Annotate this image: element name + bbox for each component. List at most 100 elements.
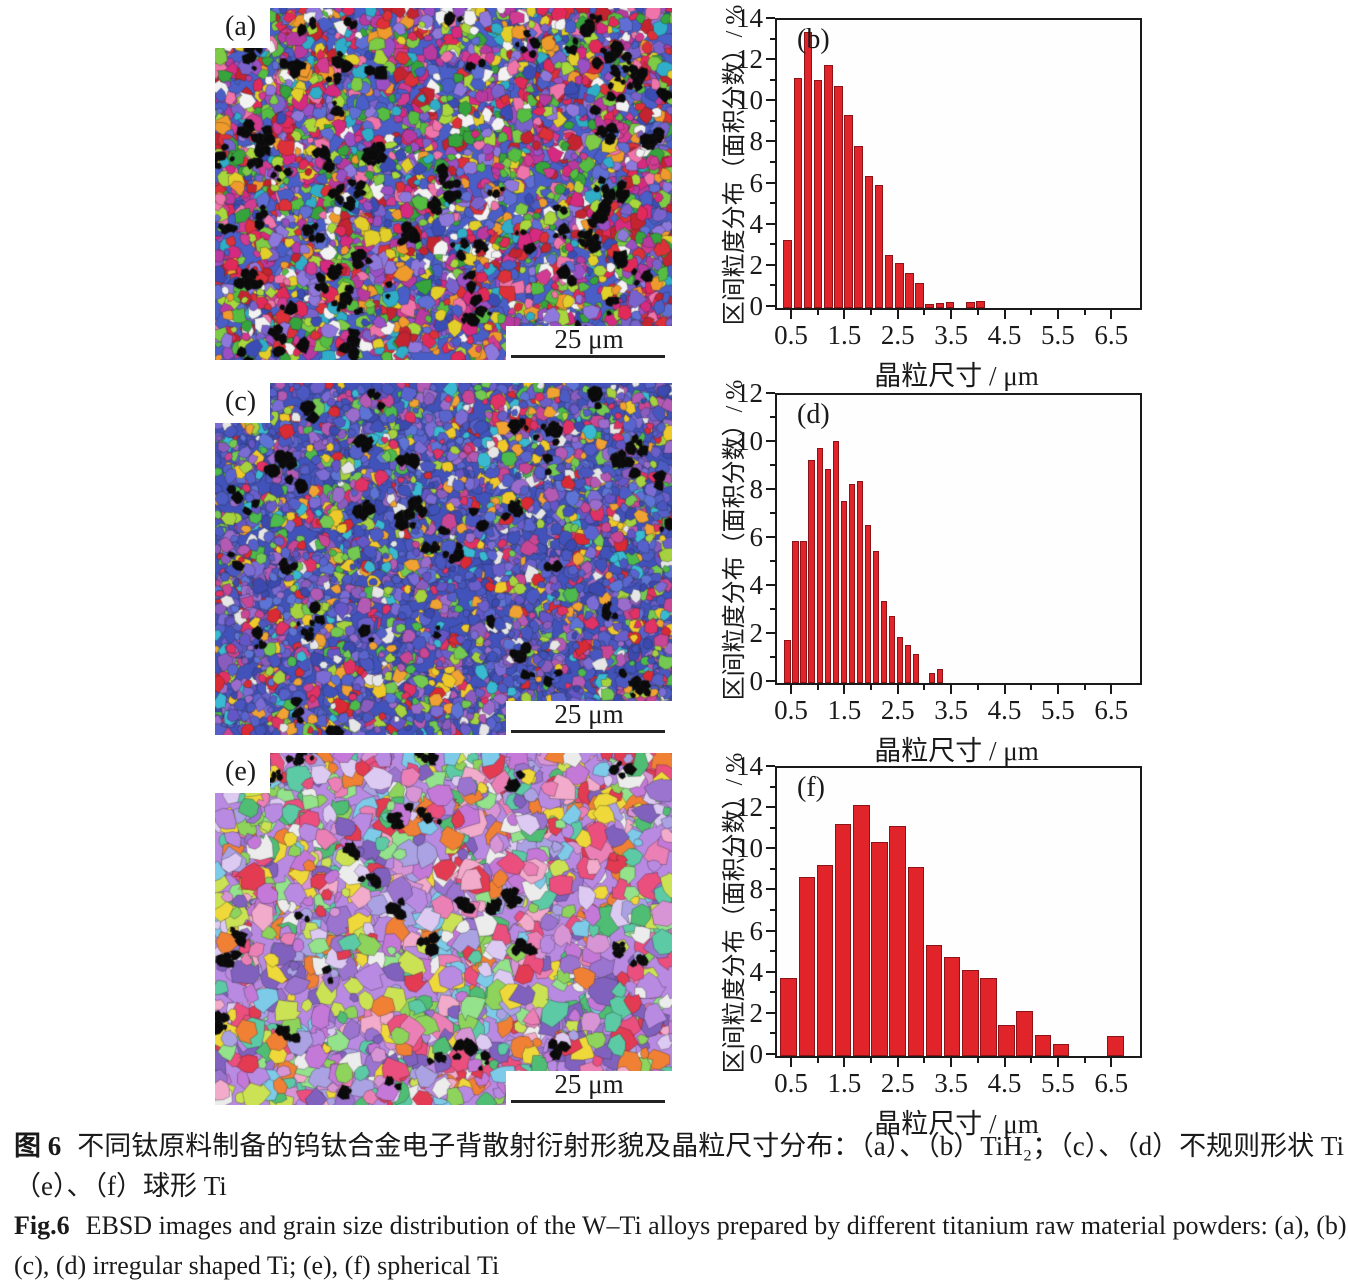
ebsd-image-e: (e) 25 μm — [215, 753, 672, 1105]
x-minor-tick — [1083, 1058, 1086, 1063]
hist-bar — [961, 969, 979, 1056]
x-tick-label: 3.5 — [934, 320, 969, 350]
hist-bar — [848, 483, 855, 683]
hist-bar — [904, 644, 911, 683]
y-major-tick — [766, 632, 775, 634]
y-tick-label: 10 — [736, 85, 763, 116]
x-major-tick — [1003, 1058, 1006, 1067]
hist-bar — [864, 524, 871, 683]
x-major-tick — [1110, 685, 1113, 694]
y-major-tick — [766, 263, 775, 266]
y-tick-label: 2 — [749, 618, 764, 648]
caption-en-label: Fig.6 — [14, 1211, 70, 1240]
x-tick-label: 3.5 — [934, 695, 969, 725]
hist-bar — [888, 615, 895, 683]
x-axis-title: 晶粒尺寸 / μm — [874, 1109, 1039, 1139]
histogram-panel-b: (b) 0 2 4 6 8 10 12 14 0.5 1.5 2.5 3.5 4.5 5.5 6.5 晶粒尺寸 … — [700, 0, 1348, 391]
x-major-tick — [1110, 1058, 1113, 1067]
hist-bar — [1107, 1036, 1124, 1056]
y-minor-tick — [770, 867, 775, 870]
x-minor-tick — [1030, 685, 1033, 690]
y-tick-label: 4 — [749, 956, 764, 987]
y-minor-tick — [770, 464, 775, 466]
hist-bar — [925, 944, 943, 1056]
y-minor-tick — [770, 119, 775, 122]
y-major-tick — [766, 99, 775, 102]
x-major-tick — [790, 1058, 792, 1067]
x-minor-tick — [870, 1058, 873, 1063]
y-tick-label: 8 — [749, 126, 764, 157]
hist-bar — [874, 184, 884, 308]
hist-bar — [915, 283, 924, 308]
hist-bar — [1052, 1043, 1070, 1056]
figure-caption: 图 6 不同钛原料制备的钨钛合金电子背散射衍射形貌及晶粒尺寸分布：（a）、（b）T… — [14, 1126, 1348, 1286]
y-axis-title: 区间粒度分布（面积分数）/ % — [722, 379, 748, 701]
x-tick-label: 3.5 — [934, 1068, 969, 1098]
hist-bar — [880, 601, 887, 683]
x-minor-tick — [923, 310, 926, 315]
y-major-tick — [766, 17, 775, 19]
x-tick-label: 5.5 — [1041, 320, 1075, 350]
y-major-tick — [766, 847, 775, 850]
plot-area-b: (b) — [775, 18, 1142, 310]
y-major-tick — [766, 680, 775, 682]
x-major-tick — [1110, 310, 1113, 319]
hist-bar — [894, 262, 904, 308]
plot-area-f: (f) — [775, 766, 1142, 1058]
x-tick-label: 1.5 — [827, 320, 862, 350]
scale-bar-text-a: 25 μm — [554, 324, 624, 354]
caption-en-line1: Fig.6 EBSD images and grain size distribu… — [14, 1206, 1348, 1246]
hist-bar — [780, 977, 798, 1056]
y-tick-label: 2 — [749, 997, 764, 1028]
y-major-tick — [766, 222, 775, 225]
hist-bar — [905, 273, 914, 308]
hist-bar — [864, 176, 874, 308]
y-minor-tick — [770, 416, 775, 418]
x-minor-tick — [976, 310, 979, 315]
caption-en-text1: EBSD images and grain size distribution … — [85, 1211, 1348, 1240]
x-major-tick — [1003, 310, 1006, 319]
scale-bar-text-c: 25 μm — [554, 699, 624, 729]
hist-bar — [872, 551, 879, 683]
scale-bar-text-e: 25 μm — [554, 1069, 624, 1099]
x-major-tick — [843, 685, 846, 694]
y-tick-label: 10 — [736, 833, 763, 864]
hist-bar — [853, 805, 870, 1056]
hist-bar — [976, 300, 985, 308]
x-minor-tick — [870, 685, 873, 690]
panel-label-f: (f) — [797, 772, 825, 803]
x-major-tick — [950, 310, 953, 319]
x-minor-tick — [923, 685, 926, 690]
panel-label-d: (d) — [797, 399, 830, 430]
hist-bar — [784, 639, 791, 683]
x-minor-tick — [816, 310, 819, 315]
hist-bar — [912, 654, 919, 683]
hist-bar — [1016, 1010, 1033, 1056]
y-major-tick — [766, 806, 775, 809]
x-axis-title: 晶粒尺寸 / μm — [874, 736, 1039, 766]
hist-bar — [943, 957, 961, 1056]
y-major-tick — [766, 58, 775, 61]
x-major-tick — [790, 685, 792, 694]
y-tick-label: 6 — [749, 167, 764, 198]
y-tick-label: 12 — [736, 378, 763, 408]
y-tick-label: 14 — [736, 3, 763, 33]
scale-bar-line-c — [511, 730, 665, 733]
caption-en-line2: (c), (d) irregular shaped Ti; (e), (f) s… — [14, 1251, 500, 1280]
y-major-tick — [766, 140, 775, 143]
x-tick-label: 0.5 — [774, 1068, 808, 1098]
ebsd-grain-map-c — [215, 383, 672, 735]
y-minor-tick — [770, 656, 775, 658]
y-tick-label: 6 — [749, 915, 764, 946]
y-minor-tick — [770, 37, 775, 40]
x-minor-tick — [1030, 310, 1033, 315]
hist-bar — [965, 301, 975, 308]
caption-zh-label: 图 6 — [14, 1131, 62, 1161]
x-tick-label: 2.5 — [880, 320, 915, 350]
x-major-tick — [790, 310, 792, 319]
y-major-tick — [766, 536, 775, 538]
hist-bar — [816, 447, 823, 683]
hist-bar — [896, 637, 903, 683]
x-major-tick — [950, 1058, 953, 1067]
